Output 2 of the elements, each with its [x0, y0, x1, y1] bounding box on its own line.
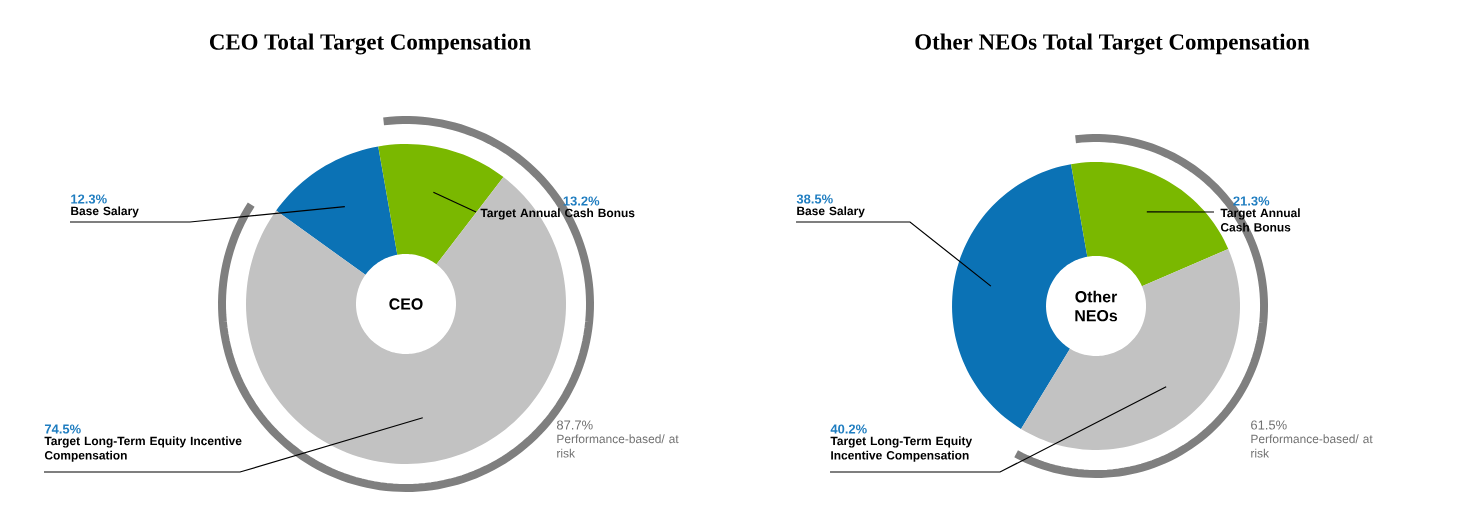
chart-title: CEO Total Target Compensation: [209, 33, 531, 55]
chart-title: Other NEOs Total Target Compensation: [915, 33, 1310, 55]
